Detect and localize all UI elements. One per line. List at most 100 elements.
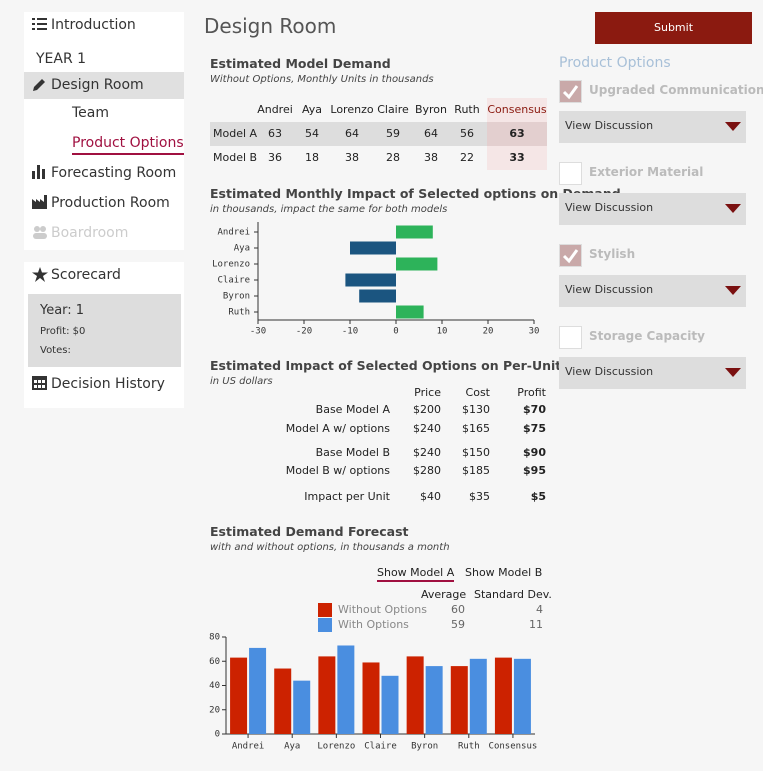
section-title: Estimated Demand Forecast (210, 524, 409, 539)
option-label: Upgraded Communication (589, 83, 763, 97)
dropdown[interactable]: View Discussion (559, 275, 746, 307)
check-path (562, 249, 579, 264)
tab[interactable]: Show Model A (377, 566, 455, 582)
row-label: Model B (213, 151, 258, 164)
option-label: Exterior Material (589, 165, 704, 179)
bar (450, 666, 468, 734)
dropdown-arrow (725, 286, 741, 295)
column-header: Andrei (257, 103, 293, 116)
y-tick-label: Lorenzo (212, 260, 250, 270)
bar (362, 662, 380, 734)
dropdown-text: View Discussion (565, 283, 654, 296)
nav-year: YEAR 1 (36, 51, 87, 67)
column-header: Aya (301, 103, 323, 116)
scorecard-votes: Votes: (40, 345, 71, 356)
scorecard-profit: Profit: $0 (40, 326, 86, 337)
bar (293, 680, 311, 734)
row-label: Model B w/ options (285, 464, 390, 477)
checkbox[interactable] (559, 244, 582, 267)
table-cell: $5 (530, 490, 546, 503)
row-label: Base Model B (315, 446, 390, 459)
scorecard-title[interactable]: Scorecard (51, 267, 121, 283)
table-cell: $240 (413, 446, 441, 459)
section-title: Estimated Model Demand (210, 56, 391, 71)
checkbox[interactable] (559, 162, 582, 185)
x-tick-label: Ruth (458, 742, 480, 752)
section-title: Estimated Impact of Selected Options on … (210, 358, 605, 373)
dropdown[interactable]: View Discussion (559, 357, 746, 389)
table-cell: $200 (413, 403, 441, 416)
nav-item[interactable]: Forecasting Room (51, 165, 177, 181)
table-cell: $280 (413, 464, 441, 477)
nav-item[interactable]: Production Room (51, 195, 170, 211)
arrow-shape (725, 122, 741, 131)
checkbox[interactable] (559, 80, 582, 103)
page-title: Design Room (204, 14, 337, 38)
legend-std-dev: 11 (529, 618, 543, 631)
x-tick-label: -20 (296, 327, 312, 337)
check-mark (562, 85, 579, 100)
column-header: Profit (517, 386, 546, 399)
nav-item[interactable]: Introduction (51, 17, 136, 33)
submit-button[interactable]: Submit (595, 12, 752, 44)
column-header: Lorenzo (330, 103, 374, 116)
section-subtitle: in thousands, impact the same for both m… (210, 204, 448, 215)
check-path (562, 85, 579, 100)
y-tick-label: 0 (215, 730, 220, 740)
x-tick-label: 20 (483, 327, 494, 337)
x-tick-label: Andrei (232, 742, 265, 752)
scorecard-year: Year: 1 (40, 303, 85, 318)
bar (381, 675, 399, 734)
pencil-icon (33, 79, 45, 91)
nav-item[interactable]: Team (72, 105, 110, 121)
x-tick-label: 10 (437, 327, 448, 337)
star-icon (32, 267, 48, 282)
tab[interactable]: Show Model B (465, 566, 543, 579)
table-cell: 59 (386, 127, 400, 140)
table-cell: 38 (424, 151, 438, 164)
table-cell: $165 (462, 422, 490, 435)
bar (406, 656, 424, 734)
scorecard-box (28, 294, 181, 367)
dropdown[interactable]: View Discussion (559, 193, 746, 225)
section-title: Estimated Monthly Impact of Selected opt… (210, 186, 621, 201)
dropdown[interactable]: View Discussion (559, 111, 746, 143)
y-tick-label: 80 (209, 633, 220, 643)
row-label: Model A (213, 127, 258, 140)
row-bg (210, 122, 487, 146)
nav-item[interactable]: Product Options (72, 133, 184, 155)
x-tick-label: 0 (393, 327, 398, 337)
section-subtitle: Without Options, Monthly Units in thousa… (210, 74, 434, 85)
factory-icon (32, 195, 47, 209)
table-cell: $90 (523, 446, 546, 459)
column-header: Byron (414, 103, 448, 116)
people-icon (33, 226, 47, 239)
column-header: Ruth (454, 103, 480, 116)
impact-chart: -30 -20 -10 0 10 20 30 Andrei Aya Lorenzo Claire By… (212, 222, 539, 337)
x-tick-label: -30 (250, 327, 266, 337)
nav-item[interactable]: Design Room (51, 77, 144, 93)
nav-panel (24, 12, 184, 250)
bar (345, 273, 396, 287)
bar (396, 225, 433, 239)
y-tick-label: 60 (209, 657, 220, 667)
bar (396, 305, 424, 319)
y-tick-label: Byron (223, 292, 250, 302)
column-header: Consensus (487, 103, 547, 116)
x-tick-label: Claire (364, 742, 397, 752)
dropdown-arrow (725, 204, 741, 213)
arrow-shape (725, 286, 741, 295)
y-tick-label: Ruth (228, 308, 250, 318)
decision-history[interactable]: Decision History (51, 376, 165, 392)
legend-std-dev: 4 (536, 603, 543, 616)
column-header: Cost (465, 386, 490, 399)
checkbox[interactable] (559, 326, 582, 349)
row-label: Model A w/ options (285, 422, 390, 435)
table-cell: 28 (386, 151, 400, 164)
nav-item[interactable]: Boardroom (51, 225, 129, 241)
stat-header: Standard Dev. (474, 588, 552, 601)
bar (318, 656, 336, 734)
table-cell: $240 (413, 422, 441, 435)
x-tick-label: -10 (342, 327, 358, 337)
